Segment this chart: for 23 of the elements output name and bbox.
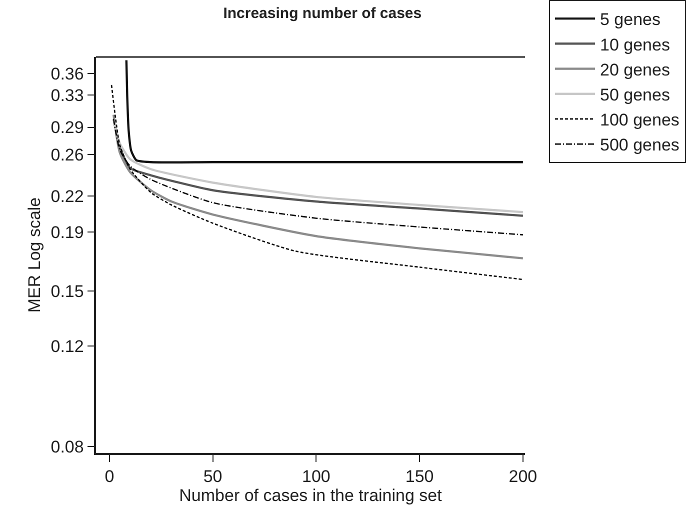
y-tick-label: 0.26 [50, 145, 84, 164]
y-tick-label: 0.15 [50, 282, 84, 301]
legend-label: 100 genes [600, 110, 680, 130]
x-tick-label: 50 [203, 467, 222, 486]
legend-label: 5 genes [600, 10, 660, 30]
legend-label: 10 genes [600, 35, 670, 54]
y-tick-label: 0.29 [50, 118, 84, 138]
x-tick-label: 150 [405, 467, 434, 486]
y-tick-label: 0.08 [50, 438, 84, 457]
legend-label: 50 genes [600, 85, 670, 104]
y-tick-label: 0.12 [50, 337, 84, 356]
legend-label: 20 genes [600, 60, 670, 80]
y-tick-label: 0.33 [50, 86, 84, 106]
y-axis-title: MER Log scale [24, 197, 44, 313]
x-tick-label: 100 [302, 467, 330, 486]
x-axis-title: Number of cases in the training set [179, 486, 442, 506]
x-tick-label: 200 [508, 467, 538, 486]
y-tick-label: 0.19 [50, 223, 84, 242]
x-tick-label: 0 [104, 467, 114, 486]
y-tick-label: 0.22 [50, 186, 84, 206]
legend-label: 500 genes [600, 136, 680, 155]
y-tick-label: 0.36 [50, 64, 84, 84]
chart-title: Increasing number of cases [223, 5, 422, 22]
